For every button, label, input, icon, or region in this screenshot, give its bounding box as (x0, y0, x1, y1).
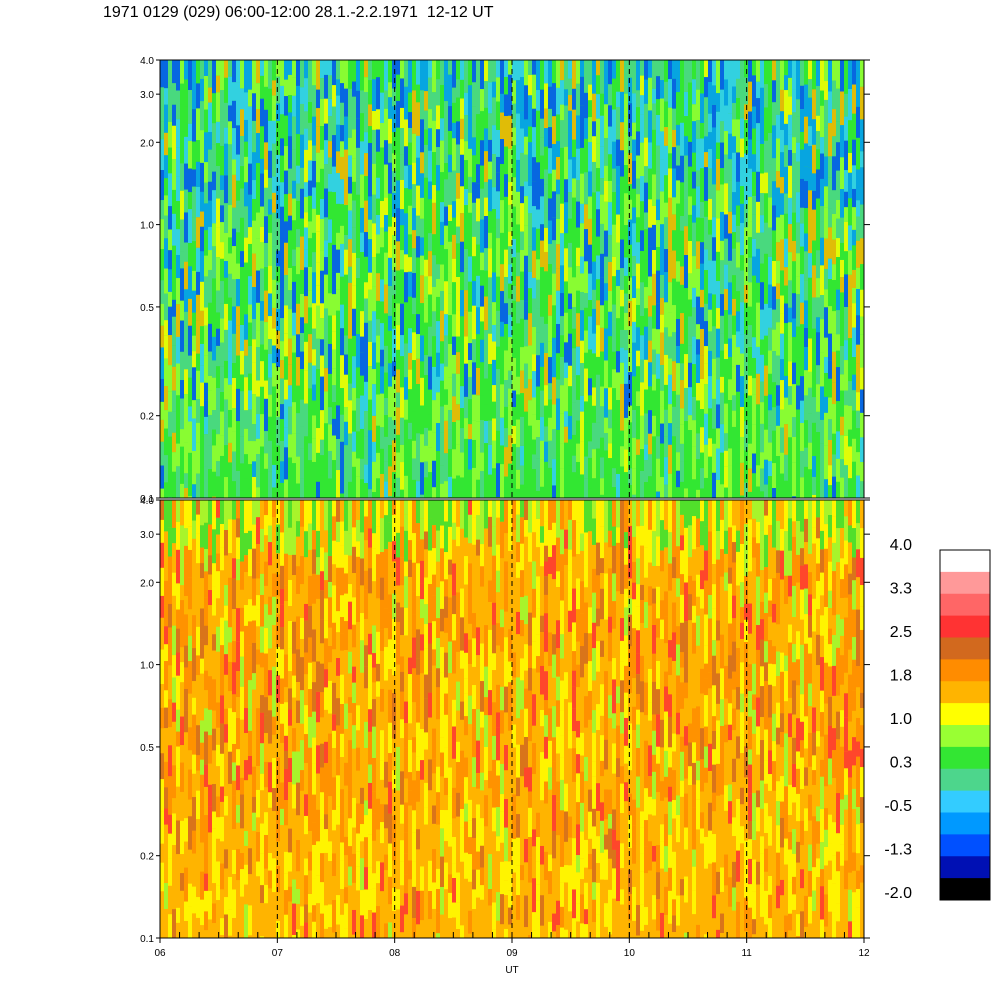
y-tick-label: 0.2 (140, 852, 154, 863)
y-tick-label: 4.0 (140, 496, 154, 507)
colorbar-swatch (940, 681, 990, 704)
colorbar-swatch (940, 703, 990, 726)
colorbar-swatch (940, 637, 990, 660)
colorbar-label: 4.0 (890, 537, 912, 554)
colorbar-label: 1.8 (890, 668, 912, 685)
colorbar-swatch (940, 878, 990, 901)
colorbar-swatch (940, 790, 990, 813)
y-tick-label: 0.5 (140, 743, 154, 754)
x-tick-label: 10 (624, 948, 636, 959)
y-tick-label: 0.5 (140, 303, 154, 314)
heatmap-cells (160, 60, 864, 499)
colorbar-swatch (940, 725, 990, 748)
y-tick-label: 0.1 (140, 494, 154, 505)
y-tick-label: 2.0 (140, 138, 154, 149)
y-tick-label: 2.0 (140, 578, 154, 589)
x-tick-label: 07 (272, 948, 284, 959)
colorbar-label: 0.3 (890, 755, 912, 772)
y-tick-label: 3.0 (140, 530, 154, 541)
colorbar-swatch (940, 550, 990, 573)
x-axis: 06 07 08 09 10 11 12 (154, 932, 870, 959)
y-tick-label: 4.0 (140, 56, 154, 67)
x-tick-label: 11 (741, 948, 752, 959)
x-axis-label: UT (505, 965, 518, 976)
y-tick-label: 3.0 (140, 90, 154, 101)
colorbar-swatch (940, 856, 990, 879)
colorbar-swatch (940, 834, 990, 857)
y-tick-label: 0.1 (140, 934, 154, 945)
colorbar-label: -2.0 (884, 885, 912, 902)
x-tick-label: 08 (389, 948, 401, 959)
y-tick-label: 1.0 (140, 661, 154, 672)
colorbar-swatch (940, 615, 990, 638)
colorbar-swatch (940, 571, 990, 595)
colorbar-label: 3.3 (890, 581, 912, 598)
page-title: 1971 0129 (029) 06:00-12:00 28.1.-2.2.19… (103, 4, 494, 21)
top-panel: 0.1 0.2 0.5 1.0 2.0 3.0 4.0 (140, 56, 870, 505)
x-tick-label: 12 (858, 948, 870, 959)
heatmap-cells (160, 500, 864, 939)
x-tick-label: 06 (154, 948, 166, 959)
colorbar-swatch (940, 746, 990, 770)
bottom-panel: 0.1 0.2 0.5 1.0 2.0 3.0 4.0 (140, 496, 870, 945)
colorbar-label: 2.5 (890, 624, 912, 641)
colorbar-swatch (940, 768, 990, 792)
x-tick-label: 09 (506, 948, 518, 959)
colorbar-label: -1.3 (884, 842, 912, 859)
colorbar-swatch (940, 593, 990, 617)
colorbar-swatch (940, 812, 990, 835)
colorbar-label: -0.5 (884, 798, 912, 815)
y-tick-label: 0.2 (140, 412, 154, 423)
colorbar-label: 1.0 (890, 711, 912, 728)
y-tick-label: 1.0 (140, 221, 154, 232)
colorbar: 4.0 3.3 2.5 1.8 1.0 0.3 -0.5 -1.3 -2.0 (884, 537, 991, 902)
colorbar-swatch (940, 659, 990, 682)
